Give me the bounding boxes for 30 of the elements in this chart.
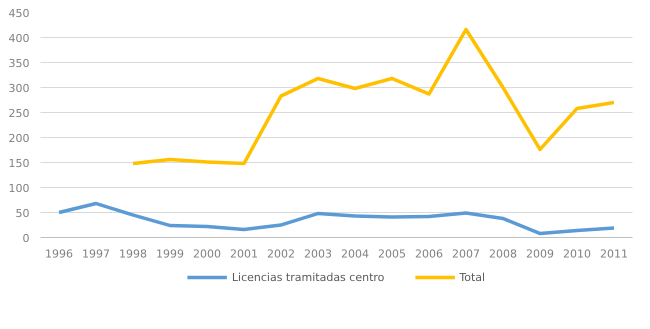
y-tick-label: 250: [8, 107, 30, 120]
x-tick-label: 1996: [45, 248, 74, 260]
legend-label: Total: [459, 270, 486, 284]
y-tick-label: 0: [22, 232, 30, 245]
x-tick-label: 2009: [526, 248, 554, 260]
y-tick-label: 150: [8, 157, 30, 170]
x-tick-label: 2004: [341, 248, 370, 260]
x-tick-label: 2000: [193, 248, 222, 260]
line-series: [131, 28, 616, 166]
x-tick-label: 2005: [378, 248, 406, 260]
x-tick-label: 2002: [267, 248, 296, 260]
legend-label: Licencias tramitadas centro: [232, 270, 384, 284]
x-tick-label: 2001: [230, 248, 258, 260]
x-tick-label: 2003: [304, 248, 332, 260]
y-tick-label: 300: [8, 82, 30, 95]
y-tick-label: 400: [8, 32, 30, 45]
x-tick-label: 1997: [82, 248, 110, 260]
x-tick-label: 2010: [563, 248, 592, 260]
x-tick-label: 2006: [415, 248, 444, 260]
y-tick-label: 50: [16, 207, 30, 220]
x-tick-label: 2008: [489, 248, 518, 260]
y-tick-label: 200: [8, 132, 30, 145]
x-tick-label: 1998: [119, 248, 148, 260]
line-series: [57, 202, 616, 236]
y-tick-label: 450: [8, 7, 30, 20]
y-tick-label: 350: [8, 57, 30, 70]
x-tick-label: 1999: [156, 248, 184, 260]
x-tick-label: 2007: [452, 248, 480, 260]
x-tick-label: 2011: [600, 248, 628, 260]
y-tick-label: 100: [8, 182, 30, 195]
